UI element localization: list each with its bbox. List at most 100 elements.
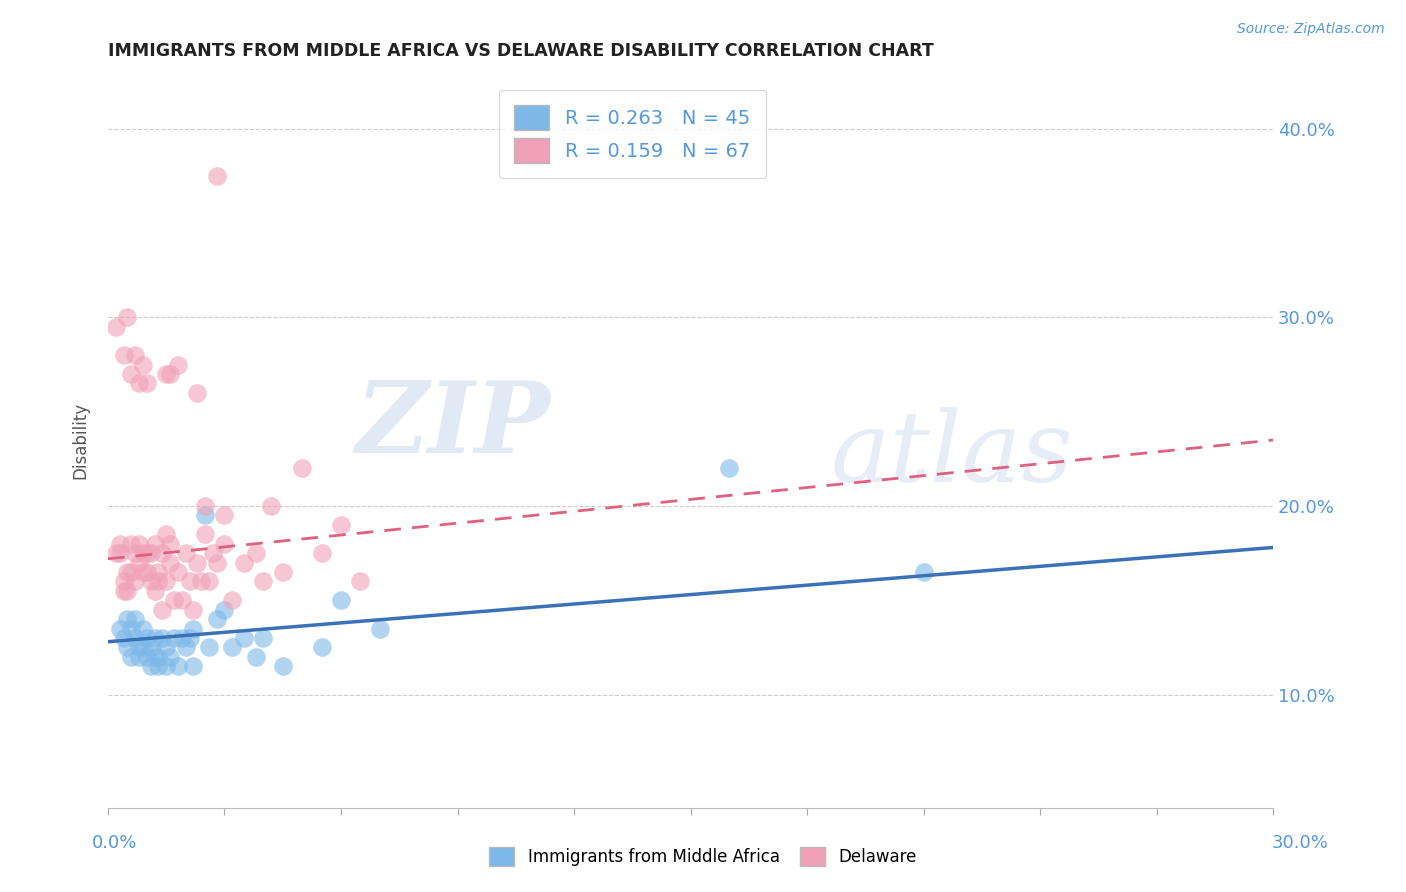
Point — [183, 659, 205, 673]
Point — [139, 640, 162, 655]
Point — [174, 546, 197, 560]
Point — [132, 358, 155, 372]
Point — [135, 631, 157, 645]
Point — [167, 565, 190, 579]
Point — [221, 640, 243, 655]
Point — [112, 583, 135, 598]
Point — [245, 649, 267, 664]
Point — [271, 659, 294, 673]
Point — [148, 649, 170, 664]
Point — [128, 376, 150, 391]
Point — [179, 631, 201, 645]
Point — [183, 602, 205, 616]
Point — [132, 640, 155, 655]
Point — [112, 348, 135, 362]
Point — [117, 640, 139, 655]
Point — [143, 649, 166, 664]
Point — [120, 649, 142, 664]
Point — [128, 556, 150, 570]
Point — [135, 376, 157, 391]
Point — [330, 517, 353, 532]
Text: IMMIGRANTS FROM MIDDLE AFRICA VS DELAWARE DISABILITY CORRELATION CHART: IMMIGRANTS FROM MIDDLE AFRICA VS DELAWAR… — [108, 42, 934, 60]
Point — [155, 367, 177, 381]
Point — [155, 574, 177, 589]
Point — [214, 602, 236, 616]
Point — [155, 659, 177, 673]
Point — [205, 556, 228, 570]
Point — [291, 461, 314, 475]
Point — [117, 612, 139, 626]
Point — [155, 527, 177, 541]
Point — [132, 622, 155, 636]
Point — [174, 640, 197, 655]
Point — [167, 659, 190, 673]
Point — [368, 622, 391, 636]
Point — [163, 593, 186, 607]
Point — [179, 574, 201, 589]
Point — [139, 574, 162, 589]
Point — [132, 565, 155, 579]
Point — [183, 622, 205, 636]
Point — [155, 640, 177, 655]
Point — [245, 546, 267, 560]
Point — [124, 612, 146, 626]
Point — [159, 556, 181, 570]
Point — [198, 574, 221, 589]
Point — [252, 574, 274, 589]
Point — [135, 546, 157, 560]
Point — [150, 631, 173, 645]
Point — [124, 574, 146, 589]
Point — [221, 593, 243, 607]
Point — [214, 508, 236, 523]
Point — [148, 565, 170, 579]
Point — [349, 574, 371, 589]
Legend: Immigrants from Middle Africa, Delaware: Immigrants from Middle Africa, Delaware — [482, 840, 924, 873]
Y-axis label: Disability: Disability — [72, 401, 89, 479]
Point — [205, 612, 228, 626]
Point — [128, 649, 150, 664]
Point — [163, 631, 186, 645]
Point — [150, 602, 173, 616]
Text: atlas: atlas — [831, 407, 1073, 502]
Point — [167, 358, 190, 372]
Point — [252, 631, 274, 645]
Point — [120, 565, 142, 579]
Point — [139, 659, 162, 673]
Point — [108, 546, 131, 560]
Point — [124, 631, 146, 645]
Point — [271, 565, 294, 579]
Point — [201, 546, 224, 560]
Point — [124, 348, 146, 362]
Point — [128, 640, 150, 655]
Point — [190, 574, 212, 589]
Point — [108, 537, 131, 551]
Point — [311, 640, 333, 655]
Legend: R = 0.263   N = 45, R = 0.159   N = 67: R = 0.263 N = 45, R = 0.159 N = 67 — [499, 89, 766, 178]
Point — [260, 499, 283, 513]
Point — [124, 546, 146, 560]
Point — [120, 622, 142, 636]
Point — [159, 649, 181, 664]
Text: ZIP: ZIP — [356, 377, 551, 474]
Point — [120, 367, 142, 381]
Point — [143, 631, 166, 645]
Point — [232, 556, 254, 570]
Point — [186, 556, 208, 570]
Point — [150, 546, 173, 560]
Point — [148, 659, 170, 673]
Point — [104, 319, 127, 334]
Point — [194, 508, 217, 523]
Text: Source: ZipAtlas.com: Source: ZipAtlas.com — [1237, 22, 1385, 37]
Point — [108, 622, 131, 636]
Point — [112, 631, 135, 645]
Point — [311, 546, 333, 560]
Point — [186, 385, 208, 400]
Point — [128, 537, 150, 551]
Point — [139, 546, 162, 560]
Point — [170, 593, 193, 607]
Point — [205, 169, 228, 183]
Point — [117, 583, 139, 598]
Text: 30.0%: 30.0% — [1272, 834, 1329, 852]
Point — [170, 631, 193, 645]
Point — [148, 574, 170, 589]
